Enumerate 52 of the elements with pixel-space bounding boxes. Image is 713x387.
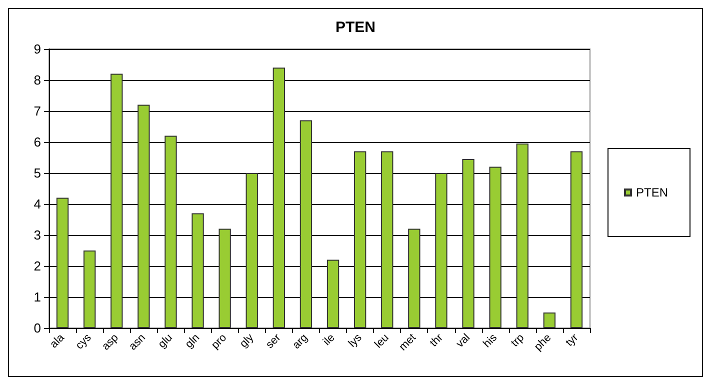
bar (272, 68, 286, 328)
bar (138, 104, 150, 328)
bar (543, 312, 556, 328)
bar (435, 173, 448, 328)
bar (408, 228, 420, 328)
x-tick-label: ala (48, 331, 68, 351)
y-tick-label: 0 (34, 320, 41, 336)
y-tick-label: 2 (34, 258, 41, 274)
x-tick-label: asp (100, 332, 121, 353)
x-tick-label: pro (209, 332, 230, 352)
bar (56, 198, 69, 328)
y-tick-label: 5 (34, 166, 41, 180)
y-tick-label: 4 (34, 196, 41, 212)
x-tick-label: glu (156, 332, 175, 351)
bar (354, 151, 366, 328)
bar (110, 74, 123, 328)
x-tick-label: cys (74, 331, 94, 352)
x-tick-label: leu (372, 332, 392, 351)
x-tick-label: his (481, 331, 500, 350)
bar (83, 250, 96, 328)
legend-label: PTEN (636, 186, 668, 200)
bar (218, 228, 231, 328)
y-tick-label: 1 (34, 290, 41, 304)
x-tick-label: lys (346, 331, 365, 350)
chart-title: PTEN (335, 19, 376, 36)
x-tick-label: arg (290, 332, 310, 352)
x-tick-label: met (396, 332, 418, 354)
bar (462, 159, 474, 328)
x-tick-label: gln (183, 332, 202, 351)
x-tick-label: asn (126, 332, 148, 353)
x-tick-label: ser (264, 332, 284, 352)
bar (300, 120, 312, 328)
bar (489, 166, 502, 328)
bar (381, 151, 394, 328)
x-tick-label: thr (428, 332, 446, 350)
bar (516, 144, 528, 328)
x-tick-label: trp (509, 332, 527, 350)
x-tick-label: tyr (564, 332, 581, 349)
y-tick-label: 6 (34, 134, 41, 150)
y-tick-label: 8 (34, 72, 41, 88)
x-tick-label: val (454, 332, 473, 350)
x-tick-label: phe (532, 332, 554, 354)
y-tick-label: 7 (34, 104, 41, 118)
x-tick-label: ile (321, 332, 338, 348)
bar (326, 260, 340, 328)
y-tick-label: 9 (34, 42, 41, 56)
bar (570, 151, 583, 328)
y-tick-label: 3 (34, 228, 41, 242)
bar (164, 136, 177, 328)
x-tick-label: gly (238, 331, 256, 350)
bar (246, 173, 258, 328)
bar (192, 213, 204, 328)
